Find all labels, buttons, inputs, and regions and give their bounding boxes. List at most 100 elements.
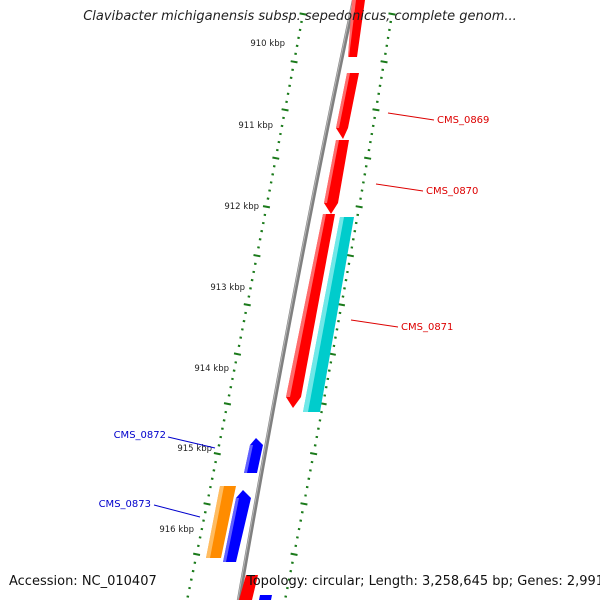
gene-arrow-cms-0873[interactable]: [223, 490, 251, 562]
gene-feature-bottom-clipped[interactable]: [239, 575, 272, 600]
scale-label-915: 915 kbp: [177, 444, 212, 454]
gene-feature-top-clipped[interactable]: [348, 0, 365, 57]
inner-ruler-minor-tick: [222, 419, 226, 422]
inner-ruler-minor-tick: [266, 197, 270, 200]
scale-label-911: 911 kbp: [238, 121, 273, 131]
inner-ruler-major-tick: [223, 402, 232, 406]
outer-ruler-minor-tick: [284, 595, 288, 598]
outer-ruler-major-tick: [346, 254, 354, 258]
outer-ruler-major-tick: [364, 156, 372, 160]
inner-ruler-minor-tick: [198, 536, 202, 539]
inner-ruler-minor-tick: [300, 20, 303, 24]
gene-arrow-cms-0871[interactable]: [286, 214, 335, 408]
outer-ruler-major-tick: [372, 108, 380, 112]
orange-feature[interactable]: [206, 486, 236, 558]
outer-ruler-minor-tick: [300, 511, 304, 514]
outer-ruler-minor-tick: [361, 181, 365, 184]
inner-ruler-major-tick: [262, 205, 271, 209]
outer-ruler-major-tick: [310, 452, 318, 456]
inner-ruler-minor-tick: [189, 578, 193, 581]
genome-backbone: [236, 0, 356, 600]
inner-ruler-minor-tick: [231, 377, 234, 381]
outer-ruler-minor-tick: [360, 189, 364, 192]
scale-label-913: 913 kbp: [210, 283, 245, 293]
gene-label-cms-0871[interactable]: CMS_0871: [350, 319, 453, 333]
inner-ruler-minor-tick: [186, 595, 190, 598]
outer-ruler-major-tick: [337, 303, 346, 307]
inner-ruler-minor-tick: [257, 246, 260, 249]
svg-text:CMS_0870: CMS_0870: [426, 186, 478, 197]
outer-ruler-major-tick: [388, 12, 396, 16]
inner-ruler-major-tick: [272, 156, 280, 160]
inner-ruler-minor-tick: [232, 369, 236, 372]
map-title: Clavibacter michiganensis subsp. sepedon…: [83, 9, 517, 24]
outer-ruler-minor-tick: [343, 287, 346, 290]
gene-arrow-cms-0870[interactable]: [324, 140, 349, 214]
scale-label-912: 912 kbp: [224, 202, 259, 212]
svg-text:CMS_0873: CMS_0873: [99, 499, 151, 510]
outer-ruler-minor-tick: [368, 140, 372, 144]
inner-ruler-minor-tick: [297, 36, 300, 40]
outer-ruler-minor-tick: [363, 173, 367, 176]
inner-ruler-minor-tick: [272, 165, 276, 168]
cyan-feature[interactable]: [303, 217, 354, 412]
inner-ruler-minor-tick: [277, 140, 281, 144]
inner-ruler-minor-tick: [242, 319, 246, 323]
svg-text:CMS_0871: CMS_0871: [401, 322, 453, 333]
outer-ruler-minor-tick: [297, 527, 301, 531]
inner-ruler-minor-tick: [260, 229, 264, 233]
inner-ruler-minor-tick: [224, 410, 228, 414]
gene-label-cms-0869[interactable]: CMS_0869: [387, 112, 489, 126]
inner-ruler-minor-tick: [247, 295, 251, 298]
inner-ruler-minor-tick: [193, 561, 197, 564]
inner-ruler-minor-tick: [210, 477, 214, 480]
inner-ruler-minor-tick: [280, 124, 284, 128]
outer-ruler-minor-tick: [299, 519, 303, 522]
inner-ruler-major-tick: [203, 502, 211, 506]
gene-arrow-cms-0872[interactable]: [244, 438, 263, 473]
outer-ruler-major-tick: [355, 205, 363, 209]
inner-ruler-major-tick: [243, 303, 251, 307]
inner-ruler-major-tick: [233, 352, 242, 356]
inner-ruler-minor-tick: [219, 435, 223, 439]
outer-ruler-minor-tick: [287, 578, 291, 581]
inner-dotted-ruler: [186, 12, 307, 598]
outer-ruler-minor-tick: [289, 569, 293, 573]
inner-ruler-minor-tick: [191, 569, 195, 573]
inner-ruler-minor-tick: [244, 311, 248, 315]
inner-ruler-minor-tick: [212, 469, 216, 472]
inner-ruler-minor-tick: [214, 460, 218, 464]
accession-text: Accession: NC_010407: [9, 574, 157, 589]
inner-ruler-minor-tick: [239, 336, 243, 339]
outer-dotted-ruler: [284, 12, 396, 598]
topology-text: Topology: circular; Length: 3,258,645 bp…: [247, 574, 600, 589]
inner-ruler-minor-tick: [227, 394, 231, 397]
inner-ruler-major-tick: [192, 552, 201, 556]
inner-ruler-minor-tick: [217, 444, 221, 447]
outer-ruler-major-tick: [380, 60, 388, 64]
gene-label-cms-0870[interactable]: CMS_0870: [375, 183, 478, 197]
outer-ruler-minor-tick: [310, 460, 314, 464]
inner-ruler-minor-tick: [196, 544, 200, 548]
inner-ruler-minor-tick: [285, 100, 288, 104]
outer-ruler-minor-tick: [334, 336, 337, 339]
outer-ruler-minor-tick: [313, 444, 317, 447]
scale-label-910: 910 kbp: [250, 39, 285, 49]
svg-text:CMS_0872: CMS_0872: [114, 430, 166, 441]
gene-label-cms-0872[interactable]: CMS_0872: [114, 430, 216, 449]
gene-label-cms-0873[interactable]: CMS_0873: [99, 499, 201, 518]
scale-label-914: 914 kbp: [194, 364, 229, 374]
outer-ruler-minor-tick: [327, 369, 331, 372]
outer-ruler-minor-tick: [344, 278, 348, 282]
inner-ruler-minor-tick: [271, 173, 275, 176]
outer-ruler-minor-tick: [290, 561, 294, 564]
outer-ruler-minor-tick: [295, 536, 299, 539]
inner-ruler-minor-tick: [207, 494, 211, 497]
genome-backbone-highlight: [237, 0, 354, 600]
inner-ruler-minor-tick: [268, 189, 272, 192]
inner-ruler-minor-tick: [202, 519, 205, 522]
outer-ruler-major-tick: [300, 502, 308, 506]
gene-arrow-cms-0869[interactable]: [336, 73, 359, 139]
scale-label-916: 916 kbp: [159, 525, 194, 535]
